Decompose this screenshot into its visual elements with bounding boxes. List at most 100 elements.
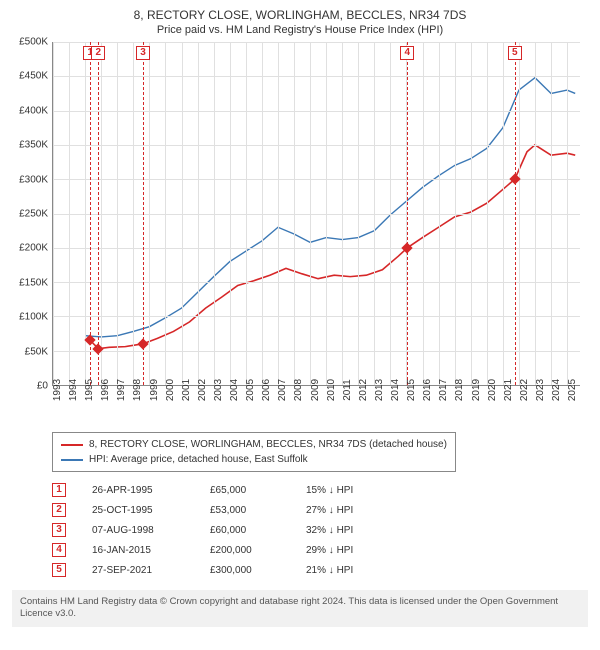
gridline-v	[149, 42, 150, 385]
event-row: 416-JAN-2015£200,00029% ↓ HPI	[52, 540, 588, 560]
legend-item: HPI: Average price, detached house, East…	[61, 452, 447, 467]
gridline-v	[262, 42, 263, 385]
gridline-h	[53, 351, 580, 352]
gridline-v	[374, 42, 375, 385]
gridline-h	[53, 76, 580, 77]
chart: £0 £50K £100K £150K £200K £250K £300K £350K £400…	[12, 42, 588, 422]
event-row-date: 25-OCT-1995	[92, 505, 184, 516]
event-row-price: £300,000	[210, 565, 280, 576]
event-row-date: 07-AUG-1998	[92, 525, 184, 536]
y-tick-label: £50K	[25, 346, 48, 357]
gridline-h	[53, 111, 580, 112]
y-tick-label: £450K	[19, 71, 48, 82]
legend-label: 8, RECTORY CLOSE, WORLINGHAM, BECCLES, N…	[89, 437, 447, 452]
gridline-v	[326, 42, 327, 385]
y-tick-label: £100K	[19, 312, 48, 323]
event-row-pct: 15% ↓ HPI	[306, 485, 396, 496]
gridline-v	[101, 42, 102, 385]
event-number-box: 5	[508, 46, 522, 60]
gridline-v	[471, 42, 472, 385]
event-row-number: 4	[52, 543, 66, 557]
gridline-v	[230, 42, 231, 385]
y-tick-label: £0	[37, 381, 48, 392]
event-row: 2 25-OCT-1995 £53,000 27% ↓ HPI	[52, 500, 588, 520]
gridline-v	[390, 42, 391, 385]
gridline-h	[53, 316, 580, 317]
event-row: 1 26-APR-1995 £65,000 15% ↓ HPI	[52, 480, 588, 500]
event-row-pct: 29% ↓ HPI	[306, 545, 396, 556]
gridline-v	[182, 42, 183, 385]
event-row-number: 3	[52, 523, 66, 537]
series-hpi	[85, 78, 575, 337]
event-row-price: £53,000	[210, 505, 280, 516]
gridline-h	[53, 179, 580, 180]
events-table: 1 26-APR-1995 £65,000 15% ↓ HPI 2 25-OCT-1995…	[52, 480, 588, 580]
gridline-v	[503, 42, 504, 385]
y-tick-label: £400K	[19, 105, 48, 116]
event-row-price: £200,000	[210, 545, 280, 556]
legend-swatch	[61, 444, 83, 446]
event-row-number: 1	[52, 483, 66, 497]
event-row-pct: 27% ↓ HPI	[306, 505, 396, 516]
event-row-number: 2	[52, 503, 66, 517]
gridline-v	[487, 42, 488, 385]
gridline-v	[551, 42, 552, 385]
footer-attribution: Contains HM Land Registry data © Crown c…	[12, 590, 588, 627]
gridline-h	[53, 145, 580, 146]
y-tick-label: £300K	[19, 174, 48, 185]
gridline-h	[53, 42, 580, 43]
gridline-v	[310, 42, 311, 385]
event-row-pct: 21% ↓ HPI	[306, 565, 396, 576]
gridline-v	[278, 42, 279, 385]
gridline-v	[69, 42, 70, 385]
gridline-v	[85, 42, 86, 385]
y-tick-label: £200K	[19, 243, 48, 254]
gridline-h	[53, 248, 580, 249]
event-number-box: 4	[400, 46, 414, 60]
y-tick-label: £350K	[19, 140, 48, 151]
gridline-v	[358, 42, 359, 385]
y-tick-label: £150K	[19, 277, 48, 288]
gridline-v	[519, 42, 520, 385]
gridline-v	[53, 42, 54, 385]
event-row-date: 27-SEP-2021	[92, 565, 184, 576]
gridline-v	[455, 42, 456, 385]
gridline-h	[53, 214, 580, 215]
x-axis: 1993199419951996199719981999200020012002…	[52, 386, 580, 422]
gridline-v	[342, 42, 343, 385]
gridline-v	[423, 42, 424, 385]
y-axis: £0£50K£100K£150K£200K£250K£300K£350K£400…	[12, 42, 52, 386]
event-line	[143, 42, 144, 385]
gridline-v	[535, 42, 536, 385]
gridline-v	[117, 42, 118, 385]
legend-item: 8, RECTORY CLOSE, WORLINGHAM, BECCLES, N…	[61, 437, 447, 452]
y-tick-label: £250K	[19, 209, 48, 220]
gridline-v	[165, 42, 166, 385]
event-line	[515, 42, 516, 385]
event-row: 3 07-AUG-1998 £60,000 32% ↓ HPI	[52, 520, 588, 540]
event-row-price: £60,000	[210, 525, 280, 536]
y-tick-label: £500K	[19, 37, 48, 48]
plot-area: 12345	[52, 42, 580, 386]
gridline-v	[246, 42, 247, 385]
event-row-number: 5	[52, 563, 66, 577]
event-number-box: 2	[91, 46, 105, 60]
event-row: 5 27-SEP-2021 £300,000 21% ↓ HPI	[52, 560, 588, 580]
event-line	[98, 42, 99, 385]
gridline-v	[439, 42, 440, 385]
event-line	[407, 42, 408, 385]
legend-swatch	[61, 459, 83, 461]
page-title: 8, RECTORY CLOSE, WORLINGHAM, BECCLES, N…	[12, 8, 588, 22]
legend-label: HPI: Average price, detached house, East…	[89, 452, 308, 467]
gridline-v	[567, 42, 568, 385]
gridline-v	[214, 42, 215, 385]
legend: 8, RECTORY CLOSE, WORLINGHAM, BECCLES, N…	[52, 432, 456, 472]
event-row-date: 26-APR-1995	[92, 485, 184, 496]
gridline-v	[198, 42, 199, 385]
page-subtitle: Price paid vs. HM Land Registry's House …	[12, 24, 588, 36]
event-row-pct: 32% ↓ HPI	[306, 525, 396, 536]
event-row-price: £65,000	[210, 485, 280, 496]
gridline-v	[294, 42, 295, 385]
gridline-v	[133, 42, 134, 385]
gridline-h	[53, 282, 580, 283]
